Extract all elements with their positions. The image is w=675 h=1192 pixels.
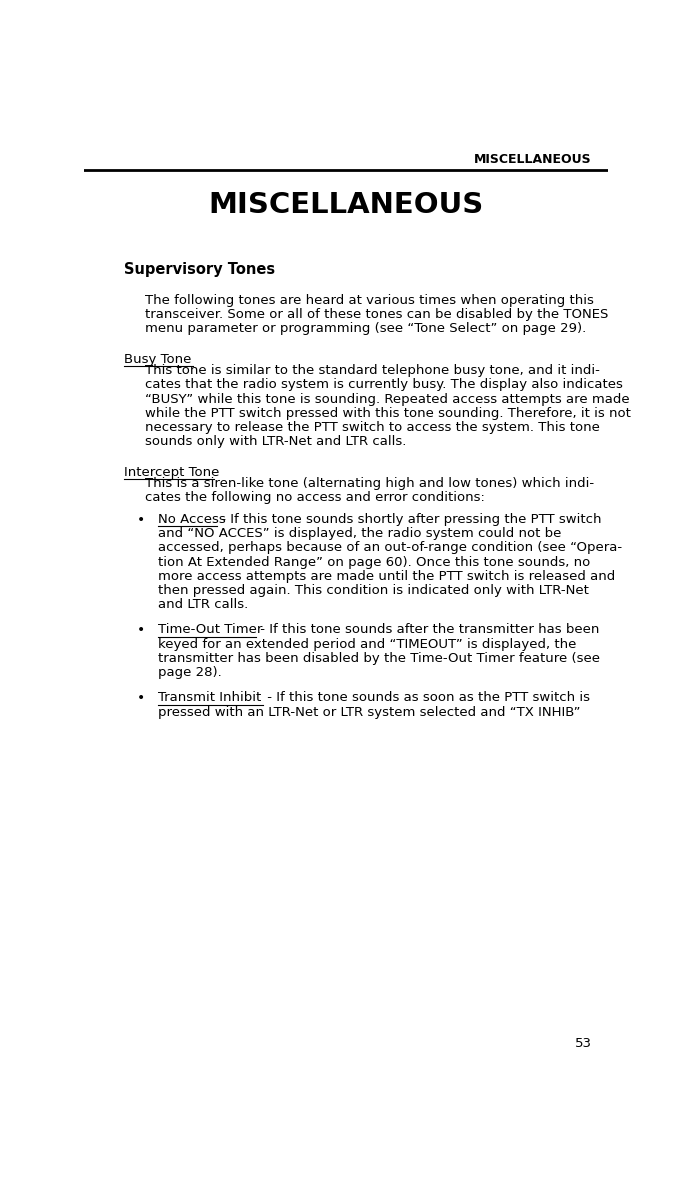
Text: - If this tone sounds after the transmitter has been: - If this tone sounds after the transmit… <box>256 623 599 637</box>
Text: 53: 53 <box>575 1037 592 1050</box>
Text: transceiver. Some or all of these tones can be disabled by the TONES: transceiver. Some or all of these tones … <box>144 309 608 321</box>
Text: cates the following no access and error conditions:: cates the following no access and error … <box>144 491 485 504</box>
Text: and “NO ACCES” is displayed, the radio system could not be: and “NO ACCES” is displayed, the radio s… <box>158 527 561 540</box>
Text: - If this tone sounds shortly after pressing the PTT switch: - If this tone sounds shortly after pres… <box>217 513 601 526</box>
Text: Intercept Tone: Intercept Tone <box>124 466 223 479</box>
Text: Transmit Inhibit: Transmit Inhibit <box>158 691 261 704</box>
Text: MISCELLANEOUS: MISCELLANEOUS <box>209 191 483 219</box>
Text: MISCELLANEOUS: MISCELLANEOUS <box>474 153 592 166</box>
Text: page 28).: page 28). <box>158 666 221 679</box>
Text: This tone is similar to the standard telephone busy tone, and it indi-: This tone is similar to the standard tel… <box>144 365 599 377</box>
Text: tion At Extended Range” on page 60). Once this tone sounds, no: tion At Extended Range” on page 60). Onc… <box>158 555 590 569</box>
Text: cates that the radio system is currently busy. The display also indicates: cates that the radio system is currently… <box>144 378 622 391</box>
Text: - If this tone sounds as soon as the PTT switch is: - If this tone sounds as soon as the PTT… <box>263 691 590 704</box>
Text: accessed, perhaps because of an out-of-range condition (see “Opera-: accessed, perhaps because of an out-of-r… <box>158 541 622 554</box>
Text: pressed with an LTR-Net or LTR system selected and “TX INHIB”: pressed with an LTR-Net or LTR system se… <box>158 706 580 719</box>
Text: more access attempts are made until the PTT switch is released and: more access attempts are made until the … <box>158 570 615 583</box>
Text: Busy Tone: Busy Tone <box>124 353 195 366</box>
Text: then pressed again. This condition is indicated only with LTR-Net: then pressed again. This condition is in… <box>158 584 589 597</box>
Text: keyed for an extended period and “TIMEOUT” is displayed, the: keyed for an extended period and “TIMEOU… <box>158 638 576 651</box>
Text: while the PTT switch pressed with this tone sounding. Therefore, it is not: while the PTT switch pressed with this t… <box>144 406 630 420</box>
Text: •: • <box>136 623 145 638</box>
Text: Time-Out Timer: Time-Out Timer <box>158 623 262 637</box>
Text: and LTR calls.: and LTR calls. <box>158 598 248 611</box>
Text: Supervisory Tones: Supervisory Tones <box>124 262 275 278</box>
Text: The following tones are heard at various times when operating this: The following tones are heard at various… <box>144 294 593 308</box>
Text: necessary to release the PTT switch to access the system. This tone: necessary to release the PTT switch to a… <box>144 421 599 434</box>
Text: transmitter has been disabled by the Time-Out Timer feature (see: transmitter has been disabled by the Tim… <box>158 652 599 665</box>
Text: This is a siren-like tone (alternating high and low tones) which indi-: This is a siren-like tone (alternating h… <box>144 477 593 490</box>
Text: •: • <box>136 513 145 527</box>
Text: “BUSY” while this tone is sounding. Repeated access attempts are made: “BUSY” while this tone is sounding. Repe… <box>144 392 629 405</box>
Text: •: • <box>136 691 145 706</box>
Text: No Access: No Access <box>158 513 225 526</box>
Text: sounds only with LTR-Net and LTR calls.: sounds only with LTR-Net and LTR calls. <box>144 435 406 448</box>
Text: menu parameter or programming (see “Tone Select” on page 29).: menu parameter or programming (see “Tone… <box>144 322 586 335</box>
